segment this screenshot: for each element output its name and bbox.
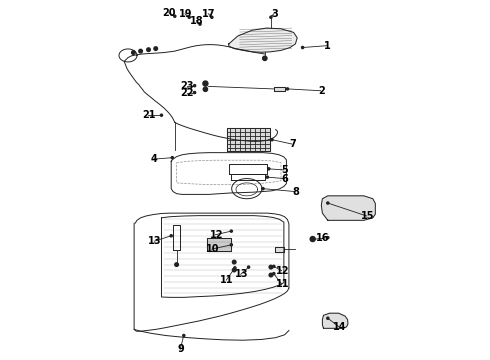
Circle shape xyxy=(270,16,272,18)
Polygon shape xyxy=(274,87,285,91)
Text: 5: 5 xyxy=(281,165,288,175)
Circle shape xyxy=(175,263,178,266)
Circle shape xyxy=(211,16,213,18)
Text: 11: 11 xyxy=(276,279,289,289)
Text: 10: 10 xyxy=(206,244,220,254)
Text: 20: 20 xyxy=(163,8,176,18)
Polygon shape xyxy=(321,196,375,220)
Circle shape xyxy=(147,48,150,51)
Circle shape xyxy=(310,237,315,242)
Circle shape xyxy=(188,16,190,18)
Polygon shape xyxy=(207,238,231,251)
Circle shape xyxy=(183,334,185,337)
Text: 15: 15 xyxy=(361,211,374,221)
Circle shape xyxy=(286,88,289,90)
Text: 18: 18 xyxy=(190,15,204,26)
Text: 9: 9 xyxy=(177,344,184,354)
Circle shape xyxy=(171,157,173,159)
Circle shape xyxy=(268,168,270,170)
Circle shape xyxy=(174,15,176,17)
Text: 16: 16 xyxy=(317,233,330,243)
Circle shape xyxy=(301,46,304,49)
Text: 19: 19 xyxy=(179,9,193,19)
Text: 14: 14 xyxy=(333,321,346,332)
Circle shape xyxy=(263,56,267,60)
Circle shape xyxy=(154,47,157,50)
Text: 17: 17 xyxy=(202,9,216,19)
Circle shape xyxy=(232,260,236,264)
Text: 13: 13 xyxy=(148,236,162,246)
Circle shape xyxy=(247,266,250,268)
Text: 22: 22 xyxy=(181,87,194,98)
Circle shape xyxy=(273,265,275,267)
Circle shape xyxy=(139,49,143,53)
Text: 11: 11 xyxy=(220,275,234,285)
Text: 12: 12 xyxy=(209,230,223,240)
Text: 12: 12 xyxy=(276,266,289,276)
Circle shape xyxy=(230,244,232,246)
Text: 6: 6 xyxy=(281,174,288,184)
Circle shape xyxy=(203,81,208,86)
Circle shape xyxy=(199,23,201,25)
Polygon shape xyxy=(322,313,348,328)
Text: 7: 7 xyxy=(289,139,296,149)
Text: 2: 2 xyxy=(318,86,325,96)
Text: 13: 13 xyxy=(235,269,248,279)
Circle shape xyxy=(234,267,236,269)
Circle shape xyxy=(269,273,273,277)
Circle shape xyxy=(327,237,329,239)
Circle shape xyxy=(327,202,329,204)
Text: 23: 23 xyxy=(181,81,194,91)
Circle shape xyxy=(170,235,172,237)
Circle shape xyxy=(203,87,208,91)
Circle shape xyxy=(327,317,329,319)
Circle shape xyxy=(194,85,196,87)
Text: 3: 3 xyxy=(271,9,278,19)
Circle shape xyxy=(230,230,232,232)
Polygon shape xyxy=(227,128,270,151)
Text: 1: 1 xyxy=(324,41,330,51)
Text: 8: 8 xyxy=(292,186,299,197)
Circle shape xyxy=(194,91,196,94)
Polygon shape xyxy=(274,247,284,252)
Text: 4: 4 xyxy=(151,154,158,164)
Circle shape xyxy=(262,188,264,190)
Polygon shape xyxy=(229,28,297,52)
Circle shape xyxy=(273,273,275,275)
Circle shape xyxy=(271,139,273,141)
Circle shape xyxy=(232,268,236,272)
Circle shape xyxy=(132,51,135,54)
Text: 21: 21 xyxy=(142,110,155,120)
Circle shape xyxy=(160,114,163,116)
Circle shape xyxy=(269,265,273,269)
Circle shape xyxy=(266,176,269,178)
